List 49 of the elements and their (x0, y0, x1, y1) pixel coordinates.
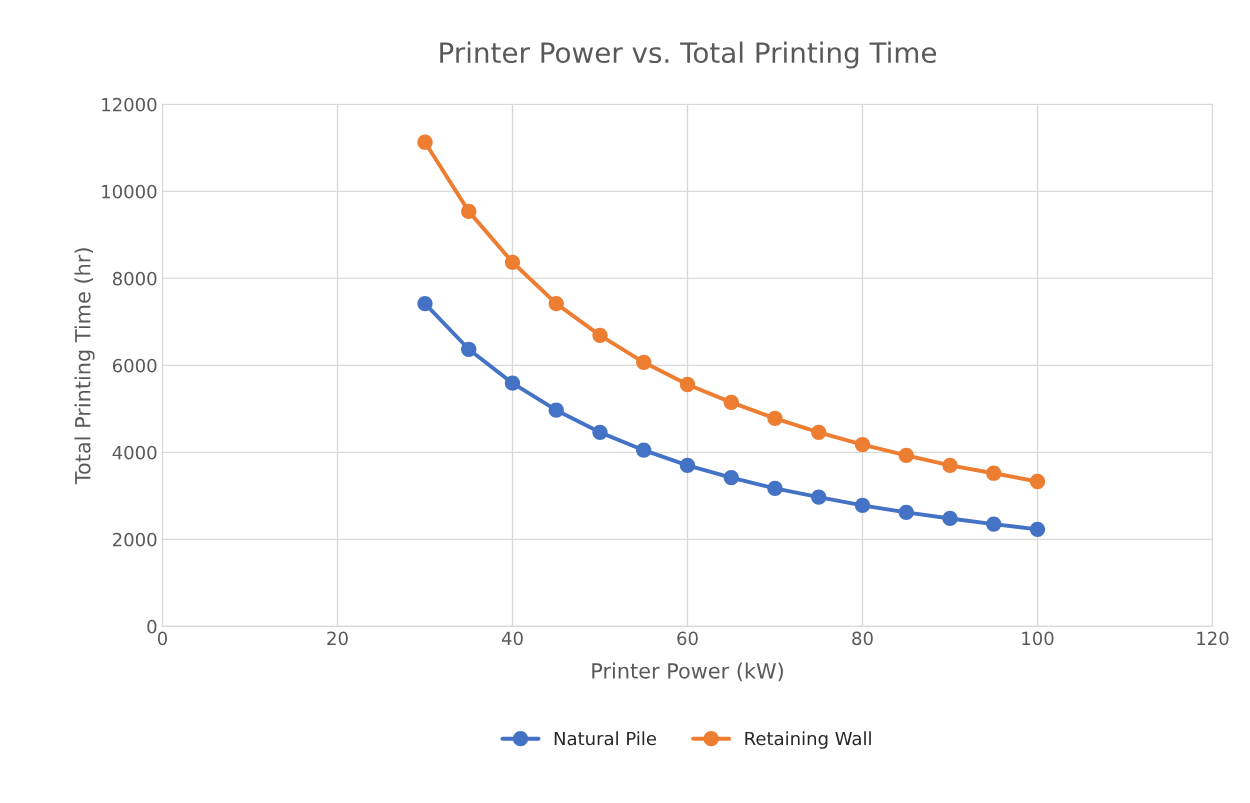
y-tick-label: 6000 (112, 358, 157, 373)
x-tick-label: 20 (327, 631, 348, 646)
chart-title: Printer Power vs. Total Printing Time (440, 41, 937, 69)
point (942, 510, 958, 527)
point (504, 375, 521, 391)
x-tick-label: 0 (157, 631, 168, 646)
y-tick-label: 4000 (112, 445, 157, 460)
y-tick-label: 10000 (102, 184, 157, 199)
point (854, 497, 871, 514)
point (767, 480, 783, 497)
point (767, 410, 783, 427)
legend-label: Retaining Wall (745, 731, 871, 749)
x-tick-label: 40 (501, 631, 523, 646)
point (723, 394, 739, 410)
y-tick-label: 2000 (113, 532, 157, 547)
point (636, 354, 652, 370)
y-tick-label: 12000 (102, 97, 157, 112)
point (1029, 473, 1046, 490)
point (1029, 521, 1046, 537)
point (898, 447, 914, 464)
point (417, 134, 433, 150)
legend-label: Natural Pile (554, 731, 657, 746)
x-tick-label: 60 (677, 631, 698, 646)
y-tick-label: 0 (147, 619, 157, 634)
point (461, 341, 477, 357)
point (942, 457, 958, 474)
point (679, 376, 696, 393)
point (811, 489, 827, 505)
point (636, 442, 652, 458)
point (461, 203, 477, 220)
x-tick-label: 120 (1197, 631, 1229, 646)
point (417, 295, 433, 312)
point (854, 436, 871, 453)
point (548, 402, 564, 418)
x-tick-label: 80 (852, 631, 873, 646)
point (811, 424, 827, 440)
y-axis-title: Total Printing Time (hr) (74, 248, 95, 485)
point (986, 516, 1002, 532)
y-tick-label: 8000 (112, 271, 157, 286)
x-tick-label: 100 (1022, 631, 1054, 646)
point (504, 254, 521, 270)
point (986, 465, 1002, 481)
point (679, 457, 696, 474)
point (592, 327, 608, 343)
point (898, 504, 914, 521)
x-axis-title: Printer Power (kW) (592, 662, 783, 682)
point (723, 469, 739, 486)
point (592, 424, 608, 440)
point (548, 295, 564, 312)
